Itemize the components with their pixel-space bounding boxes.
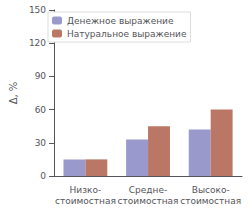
svg-text:Низко-: Низко-	[70, 185, 102, 195]
svg-text:Высоко-: Высоко-	[192, 185, 230, 195]
svg-text:стоимостная: стоимостная	[180, 196, 241, 206]
svg-text:Денежное выражение: Денежное выражение	[67, 16, 174, 26]
svg-text:Средне-: Средне-	[129, 185, 167, 195]
svg-text:Δ, %: Δ, %	[8, 82, 19, 105]
svg-text:150: 150	[29, 5, 46, 15]
svg-text:стоимостная: стоимостная	[55, 196, 116, 206]
svg-text:30: 30	[35, 138, 47, 148]
svg-text:60: 60	[35, 105, 47, 115]
svg-text:Натуральное выражение: Натуральное выражение	[67, 29, 187, 39]
svg-text:0: 0	[40, 171, 46, 181]
svg-text:стоимостная: стоимостная	[118, 196, 179, 206]
svg-text:90: 90	[35, 71, 47, 81]
svg-text:120: 120	[29, 38, 46, 48]
